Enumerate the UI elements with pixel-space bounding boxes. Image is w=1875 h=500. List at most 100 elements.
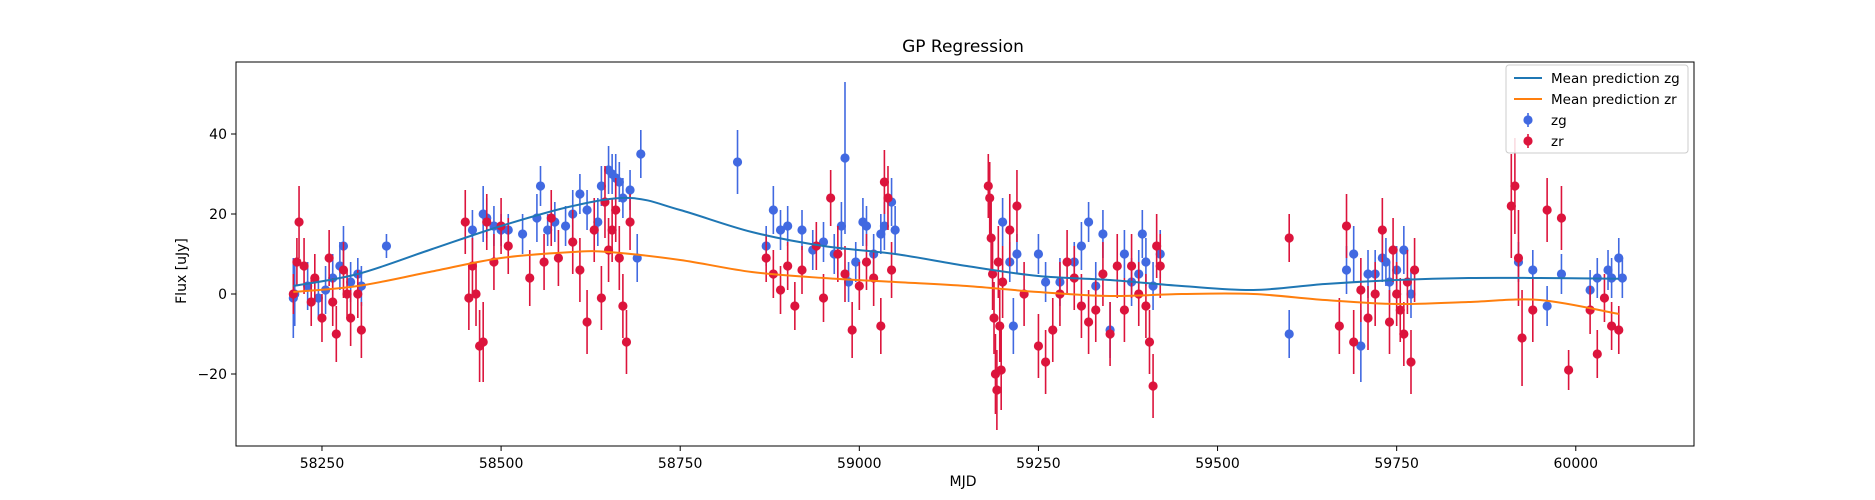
data-point-zg	[346, 277, 356, 287]
data-point-zr	[353, 289, 363, 299]
data-point-zr	[611, 205, 621, 215]
data-point-zr	[1599, 293, 1610, 303]
plot-area	[288, 82, 1627, 430]
data-point-zr	[1517, 333, 1527, 343]
data-point-zr	[1119, 305, 1130, 315]
data-point-zr	[1542, 205, 1552, 215]
data-point-zr	[1144, 337, 1155, 347]
data-point-zr	[883, 193, 893, 203]
data-point-zr	[618, 301, 628, 311]
data-point-zr	[1334, 321, 1344, 331]
data-point-zg	[768, 205, 778, 215]
data-point-zg	[1363, 269, 1373, 279]
data-point-zr	[1614, 325, 1624, 335]
data-point-zg	[998, 217, 1008, 227]
data-point-zg	[517, 229, 528, 239]
data-point-zr	[607, 225, 617, 235]
data-point-zg	[1083, 217, 1094, 227]
legend-swatch-point	[1523, 115, 1533, 125]
data-point-zg	[797, 225, 807, 235]
series-zg	[288, 82, 1627, 382]
legend-label: Mean prediction zr	[1551, 92, 1677, 108]
data-point-zr	[1392, 289, 1402, 299]
data-point-zr	[987, 269, 998, 279]
data-point-zr	[478, 337, 488, 347]
data-point-zg	[1603, 265, 1613, 275]
data-point-zr	[989, 313, 999, 323]
data-point-zg	[890, 225, 900, 235]
x-tick-label: 58250	[300, 456, 345, 472]
data-point-zr	[1384, 317, 1395, 327]
data-point-zr	[1126, 261, 1137, 271]
data-point-zr	[1076, 301, 1087, 311]
data-point-zr	[861, 257, 872, 267]
data-point-zr	[1388, 245, 1398, 255]
data-point-zr	[1134, 289, 1144, 299]
data-point-zr	[1399, 329, 1409, 339]
x-tick-label: 58500	[479, 456, 524, 472]
data-point-zr	[621, 337, 632, 347]
data-point-zg	[1033, 249, 1044, 259]
data-point-zg	[1341, 265, 1352, 275]
data-point-zr	[1005, 225, 1015, 235]
data-point-zr	[1341, 221, 1352, 231]
data-point-zg	[596, 181, 606, 191]
data-point-zr	[464, 293, 474, 303]
data-point-zr	[761, 253, 771, 263]
data-point-zr	[1506, 201, 1516, 211]
data-point-zg	[876, 229, 886, 239]
data-point-zg	[1284, 329, 1294, 339]
data-point-zr	[983, 181, 993, 191]
data-point-zr	[596, 293, 606, 303]
y-tick-label: 20	[209, 207, 227, 223]
data-point-zg	[1008, 321, 1018, 331]
data-point-zr	[854, 281, 864, 291]
axes: 58250 58500 58750 59000 59250 59500 59750 60000…	[197, 61, 1695, 472]
data-point-zr	[1048, 325, 1058, 335]
data-point-zr	[840, 269, 850, 279]
data-point-zr	[306, 297, 316, 307]
data-point-zr	[614, 253, 624, 263]
x-axis-label: MJD	[950, 474, 977, 490]
data-point-zg	[313, 293, 323, 303]
chart-title: GP Regression	[902, 37, 1024, 57]
data-point-zr	[525, 273, 535, 283]
data-point-zr	[775, 285, 786, 295]
data-point-zg	[1614, 253, 1624, 263]
data-point-zr	[546, 213, 556, 223]
mean-prediction-line-zg	[293, 196, 1619, 292]
data-point-zg	[818, 237, 829, 247]
data-point-zr	[338, 265, 349, 275]
data-point-zr	[790, 301, 800, 311]
data-point-zr	[331, 329, 341, 339]
data-point-zr	[1141, 301, 1151, 311]
data-point-zg	[1406, 289, 1416, 299]
data-point-zr	[310, 273, 320, 283]
data-point-zr	[568, 237, 578, 247]
x-tick-label: 59000	[837, 456, 882, 472]
data-point-zr	[1377, 225, 1387, 235]
data-point-zr	[1155, 261, 1165, 271]
data-point-zr	[1033, 341, 1044, 351]
y-tick-label: −20	[197, 367, 227, 383]
x-tick-label: 60000	[1554, 456, 1599, 472]
data-point-zg	[467, 225, 478, 235]
data-point-zr	[818, 293, 829, 303]
data-point-zr	[1062, 257, 1072, 267]
data-point-zg	[535, 181, 546, 191]
data-point-zg	[381, 241, 392, 251]
data-point-zg	[836, 221, 847, 231]
data-point-zr	[539, 257, 549, 267]
data-point-zg	[1041, 277, 1051, 287]
data-point-zr	[986, 233, 996, 243]
data-point-zr	[1356, 285, 1366, 295]
data-point-zg	[614, 177, 624, 187]
data-point-zr	[328, 297, 338, 307]
data-point-zr	[1395, 305, 1405, 315]
data-point-zg	[879, 221, 889, 231]
data-point-zg	[1076, 241, 1087, 251]
data-point-zg	[1012, 249, 1022, 259]
data-point-zg	[1617, 273, 1627, 283]
mean-prediction-line-zr	[293, 250, 1619, 315]
data-point-zg	[732, 157, 743, 167]
